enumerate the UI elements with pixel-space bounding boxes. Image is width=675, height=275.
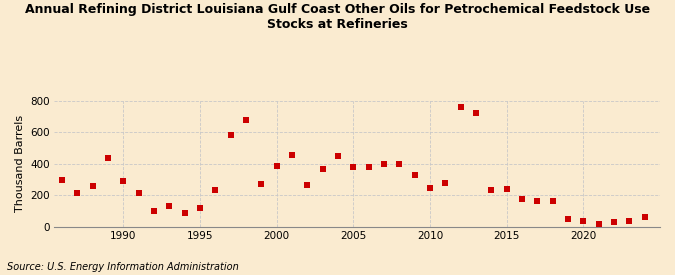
Point [516,197,527,201]
Point [486,187,497,192]
Point [502,186,512,191]
Point [103,156,113,160]
Point [225,133,236,138]
Point [440,181,451,185]
Point [133,191,144,196]
Point [547,199,558,204]
Point [470,111,481,115]
Point [363,165,374,170]
Point [425,186,435,190]
Point [609,219,620,224]
Point [348,165,358,170]
Point [624,218,634,223]
Point [333,153,344,158]
Point [379,161,389,166]
Point [164,204,175,208]
Text: Source: U.S. Energy Information Administration: Source: U.S. Energy Information Administ… [7,262,238,272]
Point [72,191,83,195]
Point [180,211,190,215]
Point [87,183,98,188]
Point [194,206,205,211]
Point [240,118,251,122]
Point [148,209,159,213]
Point [317,167,328,171]
Point [287,153,298,157]
Point [57,178,68,182]
Text: Annual Refining District Louisiana Gulf Coast Other Oils for Petrochemical Feeds: Annual Refining District Louisiana Gulf … [25,3,650,31]
Point [455,104,466,109]
Point [271,164,282,168]
Point [210,187,221,192]
Point [394,162,405,167]
Point [639,214,650,219]
Point [118,179,129,183]
Y-axis label: Thousand Barrels: Thousand Barrels [15,115,25,212]
Point [256,182,267,186]
Point [593,222,604,226]
Point [302,183,313,187]
Point [409,173,420,178]
Point [578,218,589,223]
Point [562,217,573,222]
Point [532,198,543,203]
